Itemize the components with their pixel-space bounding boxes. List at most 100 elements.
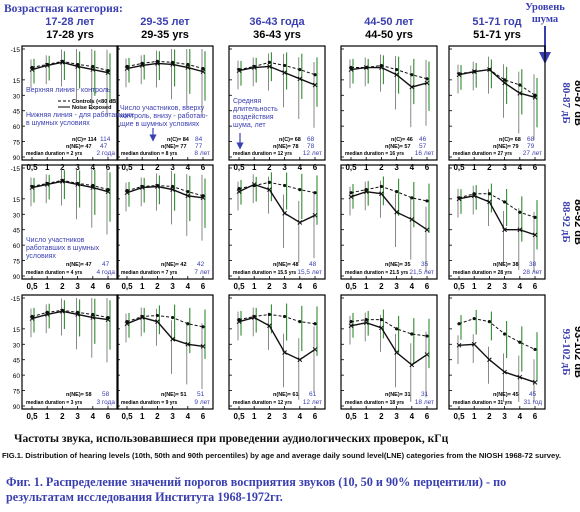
noise-point — [155, 319, 160, 325]
noise-point — [60, 60, 65, 65]
y-tick-label: 60 — [13, 124, 21, 131]
panel: 0,5 1 2 3 4 6 n(NE)= 48 48 median duration = 15.… — [228, 164, 326, 291]
x-tick-label: 6 — [533, 282, 538, 291]
x-tick-label: 4 — [518, 163, 523, 172]
y-tick-label: 75 — [13, 259, 21, 266]
duration-ru: 31 год — [523, 399, 542, 406]
n-blue: 114 — [100, 136, 111, 143]
n-label: n(C)= 84 — [167, 137, 190, 143]
panel-frame — [228, 164, 326, 280]
noise-point — [75, 182, 80, 187]
n-label: n(NE)= 42 — [161, 262, 187, 268]
n-label: n(NE)= 79 — [493, 144, 519, 150]
n-blue: 79 — [527, 143, 535, 150]
n-label: n(NE)= 57 — [385, 144, 411, 150]
x-tick-label: 6 — [533, 412, 538, 421]
noise-point — [363, 320, 369, 326]
x-tick-label: 6 — [533, 163, 538, 172]
control-point — [186, 62, 190, 67]
x-tick-label: 1 — [252, 163, 257, 172]
y-tick-label: 30 — [13, 342, 21, 349]
y-tick-label: 15 — [13, 78, 21, 85]
y-tick-label: -15 — [11, 47, 21, 54]
n-blue: 51 — [197, 391, 205, 398]
noise-point — [124, 190, 130, 196]
row-headers: 80-87 дБ 80-87 dB 88-92 дБ 88-92 dB 93-102 д… — [560, 80, 580, 378]
y-tick-label: 15 — [13, 197, 21, 204]
x-tick-label: 1 — [45, 282, 50, 291]
noise-point — [487, 67, 492, 72]
noise-point — [532, 232, 538, 238]
x-tick-label: 1 — [364, 163, 369, 172]
panel: 0,5 1 2 3 4 6 n(C)= 68 68 n(NE)= 78 78 median dura… — [228, 45, 326, 172]
x-tick-label: 1 — [472, 282, 477, 291]
noise-point — [532, 94, 538, 100]
noise-point — [251, 315, 257, 320]
panel-frame — [340, 164, 438, 280]
x-tick-label: 0,5 — [121, 412, 133, 421]
x-tick-label: 2 — [487, 282, 492, 291]
x-tick-label: 3 — [394, 163, 399, 172]
duration-ru: 9 лет — [194, 399, 210, 406]
x-tick-label: 2 — [155, 412, 160, 421]
panel: 0,5 1 2 3 4 6 n(NE)= 45 45 median duration = 31 … — [448, 294, 546, 421]
duration-label: median duration = 12 yrs — [233, 400, 292, 406]
noise-point — [44, 312, 50, 317]
control-line — [350, 319, 428, 337]
control-point — [503, 200, 507, 204]
noise-point — [105, 189, 111, 195]
x-axis-caption: Частоты звука, использовавшиеся при пров… — [14, 433, 449, 445]
noise-point — [517, 374, 523, 380]
x-tick-label: 0,5 — [453, 163, 465, 172]
annotation-line: Число участников, вверху — [120, 105, 205, 112]
noise-point — [363, 189, 369, 195]
y-tick-label: 75 — [13, 140, 21, 147]
x-tick-label: 3 — [75, 412, 80, 421]
panel: 0,5 1 2 3 4 6 n(C)= 84 84 n(NE)= 77 77 median dura… — [116, 45, 214, 172]
x-tick-label: 4 — [410, 412, 415, 421]
noise-line — [238, 316, 316, 361]
n-label: n(NE)= 48 — [273, 262, 299, 268]
n-blue: 77 — [195, 143, 203, 150]
x-tick-label: 1 — [140, 412, 145, 421]
annotation-line: Число участников — [26, 237, 85, 244]
x-tick-label: 2 — [155, 163, 160, 172]
x-tick-label: 6 — [106, 282, 111, 291]
x-tick-label: 6 — [201, 163, 206, 172]
noise-point — [471, 193, 477, 199]
duration-ru: 7 лет — [194, 269, 210, 276]
duration-ru: 16 лет — [415, 150, 434, 157]
control-point — [518, 340, 522, 344]
control-point — [267, 312, 271, 317]
duration-label: median duration = 27 yrs — [453, 151, 512, 157]
noise-point — [312, 212, 318, 218]
noise-point — [90, 315, 96, 320]
control-line — [31, 309, 109, 319]
column-header-en: 29-35 yrs — [141, 29, 189, 41]
noise-point — [139, 185, 145, 190]
noise-point — [75, 312, 80, 317]
duration-ru: 15,5 лет — [297, 269, 322, 276]
x-tick-label: 4 — [518, 412, 523, 421]
n-blue: 57 — [419, 143, 427, 150]
noise-point — [60, 309, 65, 314]
control-point — [487, 192, 491, 196]
x-tick-label: 2 — [267, 412, 272, 421]
noise-point — [170, 336, 175, 342]
n-blue: 68 — [307, 136, 315, 143]
control-point — [283, 63, 287, 68]
control-point — [410, 73, 414, 77]
panel-frame — [21, 164, 119, 280]
annotation-line: Нижняя линия - для работающих — [26, 111, 134, 119]
n-blue: 42 — [197, 261, 205, 268]
noise-point — [236, 189, 242, 195]
noise-point — [44, 63, 50, 68]
x-tick-label: 1 — [364, 412, 369, 421]
x-tick-label: 4 — [298, 163, 303, 172]
noise-point — [200, 195, 206, 201]
control-line — [238, 61, 316, 76]
x-tick-label: 2 — [487, 163, 492, 172]
n-blue: 31 — [421, 391, 429, 398]
noise-point — [29, 67, 35, 72]
